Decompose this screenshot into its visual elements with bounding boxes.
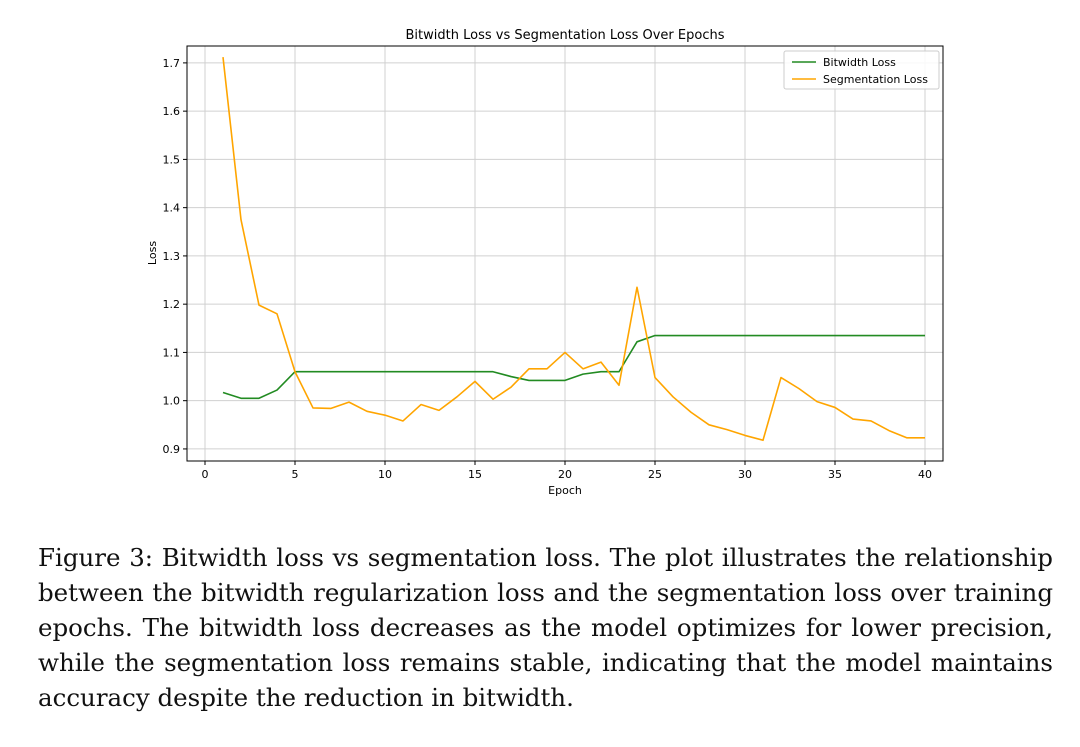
x-tick-label: 0 <box>202 468 209 481</box>
y-tick-label: 1.4 <box>163 202 181 215</box>
y-tick-label: 1.1 <box>163 346 181 359</box>
legend-label: Bitwidth Loss <box>823 56 896 69</box>
x-tick-label: 15 <box>468 468 482 481</box>
chart-title: Bitwidth Loss vs Segmentation Loss Over … <box>406 28 725 43</box>
x-tick-label: 20 <box>558 468 572 481</box>
legend-label: Segmentation Loss <box>823 73 928 86</box>
figure-caption: Figure 3: Bitwidth loss vs segmentation … <box>38 543 1053 712</box>
x-axis-ticks: 0 5 10 15 20 25 30 35 40 <box>202 461 932 481</box>
series-line-segmentation-loss <box>222 57 925 442</box>
chart-grid <box>187 46 943 461</box>
y-tick-label: 1.7 <box>163 57 181 70</box>
series-line-bitwidth-loss <box>222 334 925 400</box>
x-tick-label: 5 <box>292 468 299 481</box>
y-tick-label: 1.5 <box>163 153 181 166</box>
x-axis-label: Epoch <box>548 484 582 497</box>
chart-series-group <box>222 57 925 442</box>
y-tick-label: 1.0 <box>163 395 181 408</box>
legend: Bitwidth Loss Segmentation Loss <box>783 50 940 90</box>
y-axis-ticks: 0.9 1.0 1.1 1.2 1.3 1.4 1.5 1.6 1.7 <box>163 57 187 456</box>
x-tick-label: 10 <box>378 468 392 481</box>
y-tick-label: 0.9 <box>163 443 181 456</box>
line-chart: Bitwidth Loss vs Segmentation Loss Over … <box>146 28 944 497</box>
x-tick-label: 25 <box>648 468 662 481</box>
x-tick-label: 30 <box>738 468 752 481</box>
y-axis-label: Loss <box>146 241 159 265</box>
x-tick-label: 40 <box>918 468 932 481</box>
legend-box <box>783 50 940 90</box>
y-tick-label: 1.2 <box>163 298 181 311</box>
y-tick-label: 1.6 <box>163 105 181 118</box>
y-tick-label: 1.3 <box>163 250 181 263</box>
x-tick-label: 35 <box>828 468 842 481</box>
